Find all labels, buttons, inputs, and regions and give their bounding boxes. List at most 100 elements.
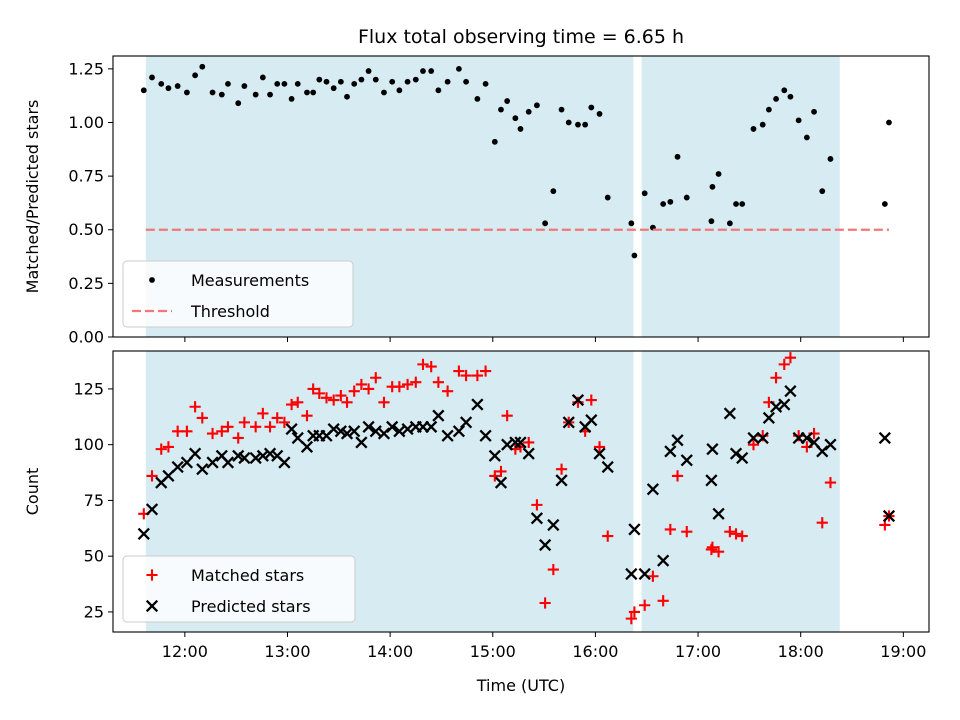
data-point-74: [739, 201, 746, 207]
data-point-19: [288, 96, 295, 102]
series-predicted-stars: [137, 385, 896, 581]
data-point-32: [381, 89, 387, 96]
data-point-83: [811, 108, 817, 115]
data-point-8: [199, 63, 206, 70]
data-point-14: [252, 91, 259, 98]
data-point-53: [547, 563, 559, 576]
data-point-59: [596, 111, 603, 117]
data-point-7: [188, 447, 202, 460]
data-point-56: [575, 121, 581, 128]
data-point-8: [196, 412, 208, 424]
data-point-85: [824, 476, 837, 489]
data-point-42: [463, 78, 469, 85]
data-point-80: [784, 352, 797, 364]
data-point-67: [671, 470, 684, 482]
data-point-69: [705, 474, 718, 487]
data-point-70: [706, 443, 719, 456]
data-point-37: [420, 68, 426, 74]
data-point-21: [304, 89, 310, 96]
data-point-27: [340, 427, 354, 440]
data-point-10: [216, 425, 228, 437]
data-point-42: [459, 416, 473, 429]
legend-handle: [149, 277, 155, 283]
legend-entry-label: Predicted stars: [191, 597, 311, 616]
data-point-31: [370, 372, 382, 384]
legend-handle: [145, 599, 159, 613]
data-point-22: [310, 89, 317, 96]
data-point-26: [337, 78, 344, 85]
data-point-65: [657, 554, 670, 567]
data-point-76: [756, 431, 769, 445]
data-point-85: [827, 156, 834, 162]
data-point-17: [274, 80, 281, 87]
data-point-30: [362, 383, 375, 395]
data-point-31: [372, 76, 379, 83]
data-point-16: [263, 447, 277, 460]
observing-interval-band-2: [641, 351, 840, 632]
data-point-38: [428, 68, 435, 74]
data-point-51: [534, 102, 540, 109]
data-point-29: [358, 76, 365, 83]
y-tick-label: 1.00: [68, 113, 104, 132]
series-measurements: [140, 63, 892, 259]
data-point-74: [736, 530, 748, 542]
observing-interval-band-2: [641, 56, 840, 337]
data-point-72: [723, 407, 736, 420]
data-point-82: [800, 431, 813, 445]
data-point-49: [517, 126, 524, 132]
y-tick-label: 50: [84, 547, 104, 566]
data-point-1: [140, 87, 147, 94]
data-point-39: [432, 409, 445, 422]
data-point-35: [401, 378, 414, 391]
data-point-23: [313, 387, 325, 399]
legend-entry-label: Threshold: [190, 302, 270, 321]
data-point-66: [664, 445, 677, 458]
data-point-25: [330, 85, 337, 92]
data-point-20: [294, 80, 301, 87]
data-point-73: [733, 201, 739, 207]
data-point-43: [471, 369, 483, 382]
y-tick-label: 0.75: [68, 167, 104, 186]
data-point-10: [218, 91, 225, 98]
data-point-5: [171, 460, 184, 474]
data-point-46: [498, 106, 504, 113]
data-point-34: [393, 381, 405, 393]
data-point-9: [206, 427, 219, 440]
data-point-61: [625, 613, 637, 625]
data-point-53: [550, 188, 557, 195]
y-axis-label: Matched/Predicted stars: [23, 100, 42, 294]
figure-title: Flux total observing time = 6.65 h: [358, 26, 684, 48]
data-point-78: [770, 372, 782, 384]
data-point-78: [773, 96, 779, 102]
data-point-72: [726, 220, 733, 227]
data-point-52: [539, 538, 552, 552]
data-point-64: [646, 483, 660, 496]
y-tick-label: 125: [73, 379, 104, 398]
data-point-46: [494, 476, 508, 489]
data-point-28: [348, 385, 360, 397]
data-point-1: [137, 527, 150, 540]
legend-entry-label: Matched stars: [191, 566, 304, 585]
x-tick-label: 16:00: [572, 642, 618, 661]
data-point-71: [712, 546, 725, 558]
data-point-14: [249, 451, 262, 465]
data-point-2: [146, 470, 158, 482]
data-point-19: [285, 422, 298, 436]
data-point-11: [222, 421, 234, 433]
data-point-71: [715, 171, 722, 177]
data-point-18: [278, 456, 291, 469]
data-point-39: [432, 376, 444, 388]
data-point-80: [784, 385, 797, 398]
data-point-54: [558, 106, 565, 113]
data-point-4: [162, 469, 175, 483]
data-point-46: [495, 465, 507, 478]
data-point-19: [285, 398, 298, 411]
legend-entry-label: Measurements: [191, 271, 309, 290]
data-point-48: [512, 115, 519, 122]
data-point-22: [307, 383, 319, 395]
data-point-18: [278, 416, 291, 428]
top-panel-ratio-chart: 0.00 0.25 0.50 0.75 1.00 1.25 Matched/Predicte…: [23, 55, 930, 347]
data-point-63: [638, 567, 651, 581]
x-tick-label: 17:00: [675, 642, 721, 661]
